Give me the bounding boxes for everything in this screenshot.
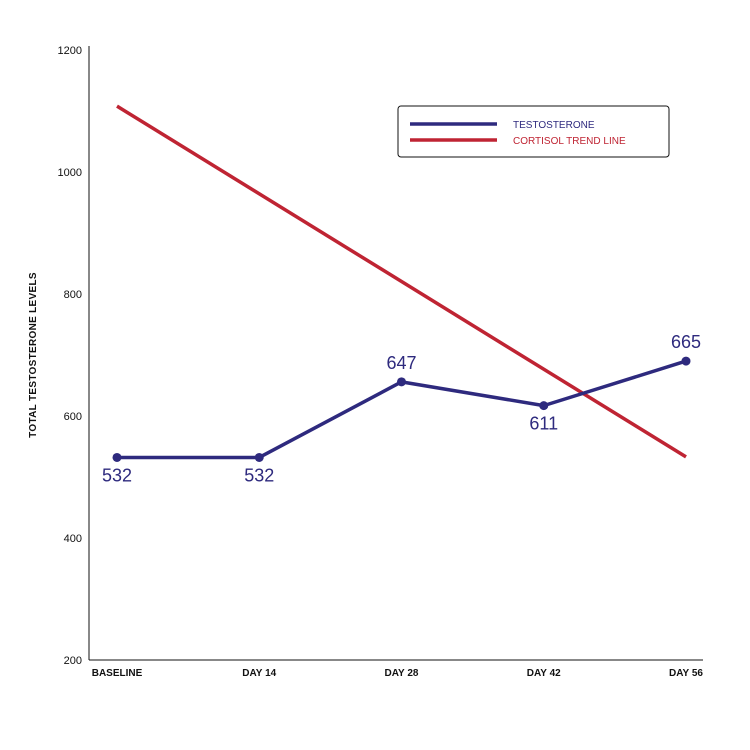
y-tick-label: 1000 bbox=[58, 167, 82, 179]
x-tick-label: DAY 42 bbox=[527, 668, 561, 679]
y-tick-label: 800 bbox=[64, 289, 82, 301]
x-tick-label: DAY 14 bbox=[242, 668, 276, 679]
legend-label-testosterone: TESTOSTERONE bbox=[513, 120, 595, 131]
testosterone-point bbox=[681, 356, 691, 366]
testosterone-point bbox=[539, 401, 549, 411]
legend: TESTOSTERONE CORTISOL TREND LINE bbox=[397, 105, 670, 158]
y-tick-label: 600 bbox=[64, 411, 82, 423]
y-tick-label: 200 bbox=[64, 655, 82, 667]
cortisol-trend-line bbox=[116, 104, 687, 459]
testosterone-data-label: 647 bbox=[386, 353, 416, 373]
y-axis-title: TOTAL TESTOSTERONE LEVELS bbox=[28, 272, 39, 438]
x-tick-labels: BASELINE DAY 14 DAY 28 DAY 42 DAY 56 bbox=[92, 668, 704, 679]
y-tick-labels: 200 400 600 800 1000 1200 bbox=[58, 45, 82, 667]
y-axis-title-group: TOTAL TESTOSTERONE LEVELS bbox=[28, 272, 39, 438]
testosterone-data-label: 665 bbox=[671, 332, 701, 352]
testosterone-data-label: 611 bbox=[529, 414, 558, 434]
testosterone-point bbox=[254, 452, 264, 462]
series-layer: 532 532 647 611 665 bbox=[102, 104, 701, 485]
testosterone-line bbox=[117, 359, 687, 460]
testosterone-data-label: 532 bbox=[102, 465, 132, 485]
x-tick-label: DAY 28 bbox=[385, 668, 419, 679]
x-tick-label: DAY 56 bbox=[669, 668, 703, 679]
y-tick-label: 400 bbox=[64, 533, 82, 545]
testosterone-data-label: 532 bbox=[244, 465, 274, 485]
legend-label-cortisol: CORTISOL TREND LINE bbox=[513, 136, 626, 147]
y-tick-label: 1200 bbox=[58, 45, 82, 57]
legend-box bbox=[397, 105, 670, 158]
axes bbox=[88, 46, 703, 661]
x-tick-label: BASELINE bbox=[92, 668, 143, 679]
testosterone-point bbox=[112, 452, 122, 462]
testosterone-point bbox=[397, 377, 406, 387]
